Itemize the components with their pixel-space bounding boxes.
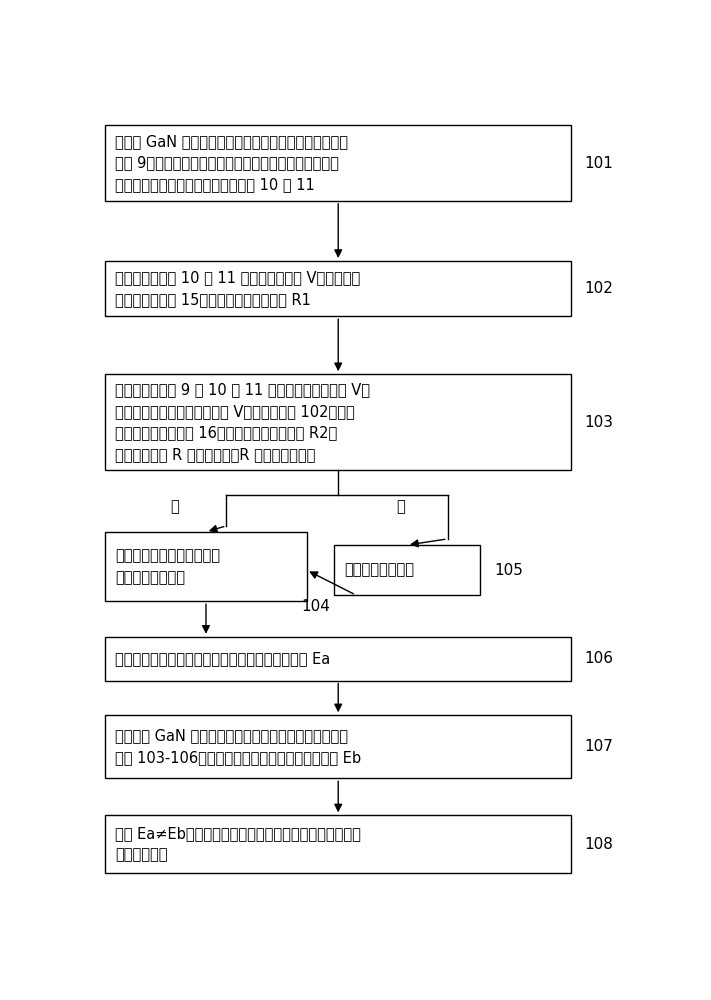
Text: 是: 是 — [170, 499, 178, 514]
Text: 105: 105 — [494, 563, 523, 578]
Text: 通过改变 GaN 沟道层生长条件得到新的检测样品，重复
步骤 103-106，得到新样品中陷阱态的能级位置为 Eb: 通过改变 GaN 沟道层生长条件得到新的检测样品，重复 步骤 103-106，得… — [115, 728, 361, 765]
Text: 在欧姆接触电极 10 和 11 上施加横向电压 V，得到电流
随时间变化曲线 15，计算得到电流退化度 R1: 在欧姆接触电极 10 和 11 上施加横向电压 V，得到电流 随时间变化曲线 1… — [115, 270, 360, 307]
FancyBboxPatch shape — [105, 532, 306, 601]
Text: 陷阱态在氮化镓沟道层中或
者氮化镓外延层中: 陷阱态在氮化镓沟道层中或 者氮化镓外延层中 — [115, 548, 220, 585]
Text: 通过变温瞬态电流方法，得到陷阱态的能级位置为 Ea: 通过变温瞬态电流方法，得到陷阱态的能级位置为 Ea — [115, 651, 331, 666]
Text: 107: 107 — [584, 739, 614, 754]
Text: 102: 102 — [584, 281, 614, 296]
Text: 在欧姆接触电极 9 和 10 或 11 上施加正的纵向电压 V，
持续一定时间后撤除纵向电压 V，再重复步骤 102，得到
电流随时间变化曲线 16，计算得到电: 在欧姆接触电极 9 和 10 或 11 上施加正的纵向电压 V， 持续一定时间后… — [115, 382, 370, 462]
Text: 108: 108 — [584, 837, 614, 852]
Text: 如果 Ea≠Eb，陷阱态在氮化镓沟道层中；否则陷阱态在氮
化镓外延层中: 如果 Ea≠Eb，陷阱态在氮化镓沟道层中；否则陷阱态在氮 化镓外延层中 — [115, 826, 361, 862]
FancyBboxPatch shape — [334, 545, 480, 595]
Text: 104: 104 — [301, 599, 330, 614]
Text: 106: 106 — [584, 651, 614, 666]
Text: 在具有 GaN 基异质结构的检测样品的背面制作欧姆接触
电极 9，在样品的表面势垒层之上生长氮化硅钝化层，在
表面势垒层上分别制作欧姆接触电极 10 和 11: 在具有 GaN 基异质结构的检测样品的背面制作欧姆接触 电极 9，在样品的表面势… — [115, 134, 348, 192]
Text: 否: 否 — [396, 499, 405, 514]
Text: 陷阱态在势垒层中: 陷阱态在势垒层中 — [344, 563, 414, 578]
FancyBboxPatch shape — [105, 261, 571, 316]
Text: 101: 101 — [584, 156, 614, 171]
FancyBboxPatch shape — [105, 715, 571, 778]
FancyBboxPatch shape — [105, 637, 571, 681]
FancyBboxPatch shape — [105, 374, 571, 470]
Text: 103: 103 — [584, 415, 614, 430]
FancyBboxPatch shape — [105, 125, 571, 201]
FancyBboxPatch shape — [105, 815, 571, 873]
